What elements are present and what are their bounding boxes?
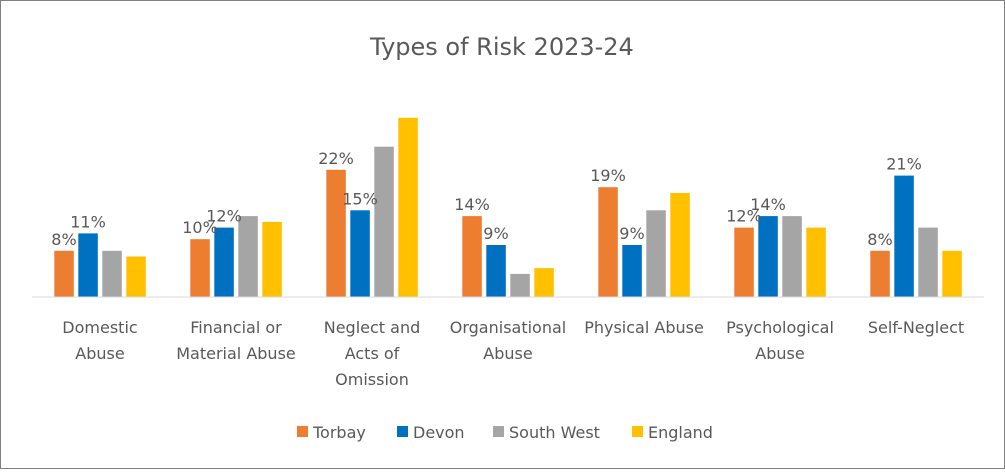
chart-title: Types of Risk 2023-24 <box>369 33 634 61</box>
bar-torbay-2 <box>326 169 346 297</box>
bar-england-5 <box>806 227 826 297</box>
legend-swatch-south-west <box>493 426 504 437</box>
data-label: 8% <box>867 230 892 249</box>
data-label: 11% <box>70 212 106 231</box>
bars-group <box>54 117 962 297</box>
bar-devon-6 <box>894 175 914 297</box>
category-label: Psychological <box>726 318 834 337</box>
bar-england-0 <box>126 256 146 297</box>
bar-south-west-4 <box>646 210 666 297</box>
bar-torbay-4 <box>598 187 618 297</box>
bar-england-4 <box>670 193 690 297</box>
bar-torbay-1 <box>190 239 210 297</box>
category-label: Neglect and <box>324 318 421 337</box>
bar-torbay-6 <box>870 250 890 297</box>
data-label: 15% <box>342 189 378 208</box>
category-label: Acts of <box>345 344 400 363</box>
bar-devon-2 <box>350 210 370 297</box>
category-label: Abuse <box>483 344 532 363</box>
bar-devon-0 <box>78 233 98 297</box>
bar-torbay-0 <box>54 250 74 297</box>
bar-south-west-1 <box>238 216 258 297</box>
data-label: 9% <box>483 224 508 243</box>
legend-label-south-west: South West <box>509 423 600 442</box>
bar-devon-3 <box>486 245 506 297</box>
bar-england-1 <box>262 221 282 297</box>
legend-swatch-england <box>632 426 643 437</box>
data-label: 19% <box>590 166 626 185</box>
data-label: 10% <box>182 218 218 237</box>
bar-torbay-5 <box>734 227 754 297</box>
data-label: 14% <box>454 195 490 214</box>
bar-south-west-5 <box>782 216 802 297</box>
bar-torbay-3 <box>462 216 482 297</box>
data-label: 22% <box>318 149 354 168</box>
category-label: Abuse <box>75 344 124 363</box>
data-label: 8% <box>51 230 76 249</box>
legend-swatch-devon <box>397 426 408 437</box>
bar-devon-5 <box>758 216 778 297</box>
category-label: Self-Neglect <box>868 318 964 337</box>
category-label: Omission <box>335 370 409 389</box>
bar-devon-4 <box>622 245 642 297</box>
category-label: Abuse <box>755 344 804 363</box>
category-label: Physical Abuse <box>584 318 704 337</box>
data-label: 14% <box>750 195 786 214</box>
bar-england-2 <box>398 117 418 297</box>
category-label: Financial or <box>190 318 282 337</box>
data-label: 21% <box>886 155 922 174</box>
legend-label-england: England <box>648 423 713 442</box>
bar-england-6 <box>942 250 962 297</box>
legend: Torbay Devon South West England <box>297 423 713 442</box>
bar-south-west-6 <box>918 227 938 297</box>
category-label: Domestic <box>62 318 137 337</box>
bar-devon-1 <box>214 227 234 297</box>
category-label: Material Abuse <box>176 344 296 363</box>
bar-south-west-3 <box>510 273 530 297</box>
bar-south-west-2 <box>374 146 394 297</box>
data-labels-group: 8%11% 10%12%22%15% 14%9%19%9%12%14%8%21% <box>51 149 921 249</box>
data-label: 12% <box>726 207 762 226</box>
category-label: Organisational <box>450 318 566 337</box>
bar-england-3 <box>534 268 554 297</box>
category-labels-group: Domestic Abuse Financial or Material Abuse N… <box>62 318 964 389</box>
legend-label-torbay: Torbay <box>312 423 366 442</box>
data-label: 9% <box>619 224 644 243</box>
legend-label-devon: Devon <box>413 423 465 442</box>
data-label: 12% <box>206 207 242 226</box>
bar-south-west-0 <box>102 250 122 297</box>
legend-swatch-torbay <box>297 426 308 437</box>
